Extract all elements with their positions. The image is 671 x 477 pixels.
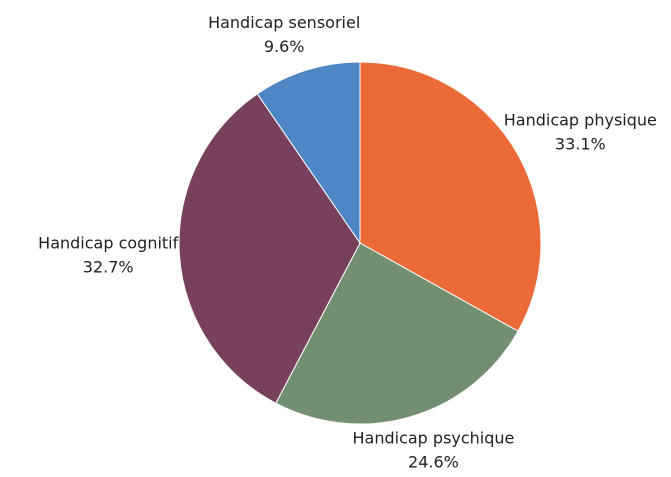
pie-slice xyxy=(256,61,361,245)
slice-label: Handicap sensoriel xyxy=(208,13,360,32)
slice-value-label: 32.7% xyxy=(83,257,134,276)
slice-label: Handicap psychique xyxy=(352,429,514,448)
pie-slice xyxy=(178,93,361,404)
slice-value-label: 9.6% xyxy=(264,37,305,56)
slice-value-label: 33.1% xyxy=(555,135,606,154)
slice-value-label: 24.6% xyxy=(408,453,459,472)
pie-slice xyxy=(359,61,542,332)
slice-label: Handicap physique xyxy=(504,111,657,130)
slice-label: Handicap cognitif xyxy=(38,233,178,252)
